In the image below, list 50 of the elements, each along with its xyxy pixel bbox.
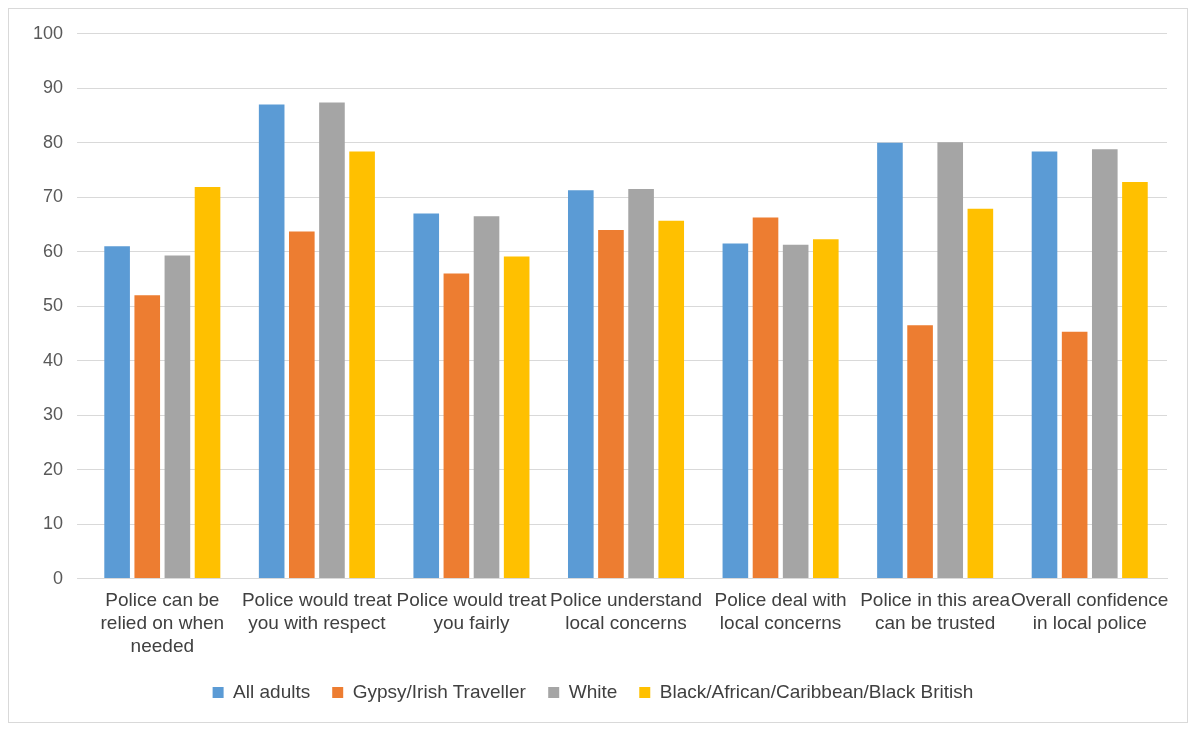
bar: [319, 102, 345, 579]
bar: [104, 246, 130, 579]
y-tick-label: 10: [43, 513, 64, 534]
bar: [568, 190, 594, 579]
x-tick-label: Overall confidence in local police: [1011, 589, 1169, 634]
bar: [598, 229, 624, 579]
bar: [289, 231, 315, 579]
y-tick-label: 90: [43, 77, 64, 98]
bar: [937, 142, 964, 579]
bar: [1091, 149, 1118, 579]
bar: [628, 189, 654, 579]
bar: [503, 256, 530, 579]
bar: [1031, 151, 1058, 579]
bar: [782, 244, 809, 579]
y-tick-label: 80: [43, 131, 64, 152]
bar: [258, 104, 285, 579]
y-tick-label: 20: [43, 458, 64, 479]
bar: [812, 239, 839, 579]
x-tick-label: Police in this area can be trusted: [860, 589, 1011, 634]
bar: [413, 213, 440, 579]
bar: [752, 217, 779, 579]
legend-label: Gypsy/Irish Traveller: [352, 680, 527, 702]
x-tick-label: Police would treat you with respect: [241, 589, 393, 634]
bar: [164, 255, 191, 579]
bar: [658, 220, 685, 579]
y-tick-label: 60: [43, 240, 64, 261]
y-tick-label: 50: [43, 295, 64, 316]
bar: [194, 186, 221, 579]
bar: [1122, 181, 1148, 579]
x-tick-label: Police deal with local concerns: [714, 589, 847, 634]
bar: [349, 151, 375, 579]
legend-label: All adults: [233, 680, 311, 702]
x-tick-label: Police understand local concerns: [549, 589, 703, 634]
bar: [443, 273, 470, 579]
bar: [877, 142, 903, 579]
y-tick-label: 30: [43, 404, 64, 425]
y-tick-label: 0: [53, 567, 64, 588]
bar: [473, 216, 500, 579]
y-tick-label: 40: [43, 349, 64, 370]
bar: [907, 325, 933, 579]
bar: [967, 208, 994, 579]
bar: [134, 295, 161, 579]
y-tick-label: 70: [43, 186, 64, 207]
y-tick-label: 100: [32, 22, 64, 43]
legend-label: Black/African/Caribbean/Black British: [659, 680, 974, 702]
x-tick-label: Police can be relied on when needed: [100, 589, 225, 656]
x-tick-label: Police would treat you fairly: [396, 589, 548, 634]
bar: [722, 243, 749, 579]
legend-label: White: [568, 680, 618, 702]
bar: [1061, 331, 1088, 579]
